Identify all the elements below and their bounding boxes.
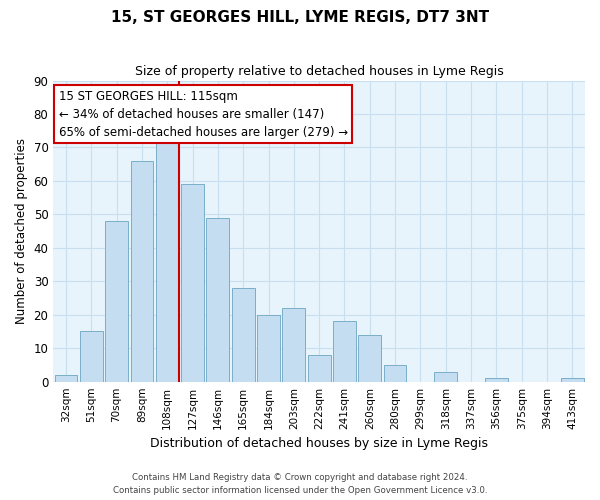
Bar bbox=[257, 315, 280, 382]
Text: Contains HM Land Registry data © Crown copyright and database right 2024.
Contai: Contains HM Land Registry data © Crown c… bbox=[113, 474, 487, 495]
Bar bbox=[232, 288, 254, 382]
Text: 15 ST GEORGES HILL: 115sqm
← 34% of detached houses are smaller (147)
65% of sem: 15 ST GEORGES HILL: 115sqm ← 34% of deta… bbox=[59, 90, 348, 138]
Bar bbox=[333, 322, 356, 382]
Bar bbox=[181, 184, 204, 382]
Bar bbox=[485, 378, 508, 382]
Bar bbox=[55, 375, 77, 382]
Bar bbox=[434, 372, 457, 382]
Bar bbox=[105, 221, 128, 382]
Title: Size of property relative to detached houses in Lyme Regis: Size of property relative to detached ho… bbox=[135, 65, 503, 78]
Bar bbox=[131, 161, 154, 382]
Y-axis label: Number of detached properties: Number of detached properties bbox=[15, 138, 28, 324]
Bar bbox=[561, 378, 584, 382]
Bar bbox=[283, 308, 305, 382]
X-axis label: Distribution of detached houses by size in Lyme Regis: Distribution of detached houses by size … bbox=[150, 437, 488, 450]
Bar bbox=[308, 355, 331, 382]
Bar bbox=[384, 365, 406, 382]
Text: 15, ST GEORGES HILL, LYME REGIS, DT7 3NT: 15, ST GEORGES HILL, LYME REGIS, DT7 3NT bbox=[111, 10, 489, 25]
Bar bbox=[206, 218, 229, 382]
Bar bbox=[358, 335, 381, 382]
Bar bbox=[80, 332, 103, 382]
Bar bbox=[156, 138, 179, 382]
